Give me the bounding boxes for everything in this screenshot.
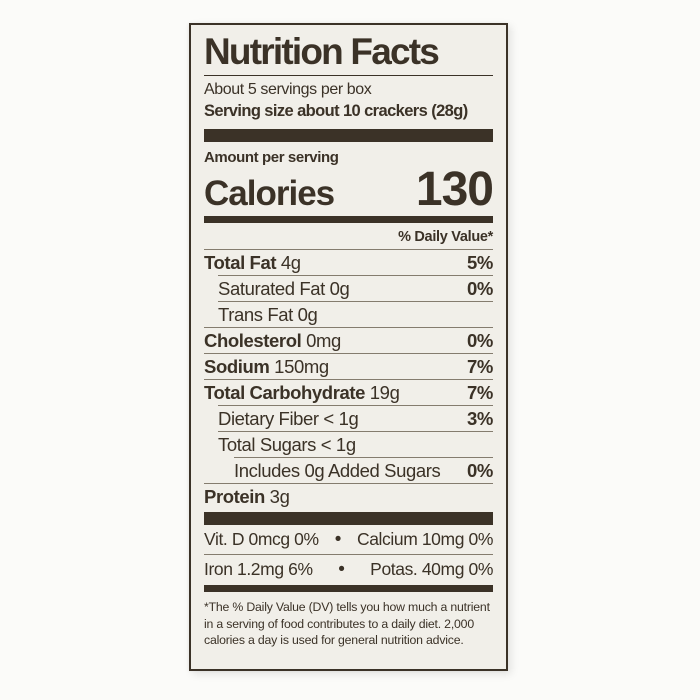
nutrient-name: Trans Fat 0g — [218, 303, 318, 325]
nutrition-facts-label: Nutrition Facts About 5 servings per box… — [189, 23, 508, 671]
footnote-line: in a serving of food contributes to a da… — [204, 616, 474, 631]
nutrient-amount: 0g — [292, 303, 318, 325]
bullet-separator-icon: • — [338, 558, 345, 580]
nutrient-row: Total Fat 4g 5% — [204, 249, 493, 275]
nutrient-amount: 0g — [324, 277, 350, 299]
nutrient-rows: Total Fat 4g 5% Saturated Fat 0g 0% Trans Fa… — [204, 249, 493, 509]
nutrient-name: Total Fat 4g — [204, 251, 301, 273]
nutrient-amount: 0mg — [301, 329, 341, 351]
calories-label: Calories — [204, 174, 335, 214]
nutrient-name: Total Carbohydrate 19g — [204, 381, 400, 403]
footnote: *The % Daily Value (DV) tells you how mu… — [204, 599, 493, 648]
servings-per-container: About 5 servings per box — [204, 81, 372, 99]
nutrient-dv: 0% — [467, 459, 493, 481]
nutrient-dv: 3% — [467, 407, 493, 429]
nutrient-row: Total Carbohydrate 19g 7% — [204, 379, 493, 405]
serving-size: Serving size about 10 crackers (28g) — [204, 102, 468, 121]
nutrient-amount: 4g — [276, 251, 301, 273]
nutrient-name: Total Sugars < 1g — [218, 433, 356, 455]
micronutrient-row: Vit. D 0mcg 0% • Calcium 10mg 0% — [204, 525, 493, 554]
daily-value-header: % Daily Value* — [398, 229, 493, 246]
nutrient-amount: 3g — [264, 485, 290, 507]
nutrient-row: Includes 0g Added Sugars 0% — [234, 457, 493, 483]
section-divider-medium-footnote — [204, 585, 493, 593]
micronutrient-right: Calcium 10mg 0% — [356, 529, 493, 550]
footnote-line: calories a day is used for general nutri… — [204, 632, 464, 647]
section-divider-thick-top — [204, 129, 493, 143]
nutrient-amount: < 1g — [318, 407, 359, 429]
section-divider-thick-bottom — [204, 512, 493, 526]
calories-row: Calories 130 — [204, 163, 494, 217]
label-title: Nutrition Facts — [204, 31, 493, 77]
micronutrient-row: Iron 1.2mg 6% • Potas. 40mg 0% — [204, 554, 493, 583]
micronutrient-right: Potas. 40mg 0% — [370, 558, 493, 579]
nutrient-name: Cholesterol 0mg — [204, 329, 341, 351]
nutrient-dv: 5% — [467, 251, 493, 273]
nutrient-amount: 150mg — [269, 355, 329, 377]
bullet-separator-icon: • — [334, 529, 342, 551]
nutrient-row: Cholesterol 0mg 0% — [204, 327, 493, 353]
nutrient-row: Dietary Fiber < 1g 3% — [218, 405, 493, 431]
nutrient-row: Protein 3g — [204, 483, 493, 509]
calories-value: 130 — [415, 163, 494, 217]
nutrient-dv: 0% — [467, 277, 493, 299]
nutrient-row: Total Sugars < 1g — [218, 431, 493, 457]
footnote-line: *The % Daily Value (DV) tells you how mu… — [204, 600, 490, 615]
nutrient-row: Sodium 150mg 7% — [204, 353, 493, 379]
micronutrient-left: Iron 1.2mg 6% — [204, 558, 313, 579]
micronutrient-left: Vit. D 0mcg 0% — [204, 529, 319, 550]
nutrient-name: Saturated Fat 0g — [218, 277, 350, 299]
micronutrient-rows: Vit. D 0mcg 0% • Calcium 10mg 0% Iron 1.2mg… — [204, 525, 493, 583]
amount-per-serving: Amount per serving — [204, 149, 339, 167]
nutrient-name: Sodium 150mg — [204, 355, 329, 377]
nutrient-name: Includes 0g Added Sugars — [234, 459, 441, 481]
nutrient-row: Saturated Fat 0g 0% — [218, 275, 493, 301]
nutrient-amount: 19g — [365, 381, 400, 403]
nutrient-amount: < 1g — [316, 433, 356, 455]
section-divider-medium-calories — [204, 216, 493, 224]
nutrient-dv: 7% — [467, 355, 493, 377]
nutrient-name: Protein 3g — [204, 485, 290, 507]
nutrient-row: Trans Fat 0g — [218, 301, 493, 327]
nutrient-name: Dietary Fiber < 1g — [218, 407, 359, 429]
nutrient-dv: 7% — [467, 381, 493, 403]
nutrient-dv: 0% — [467, 329, 493, 351]
